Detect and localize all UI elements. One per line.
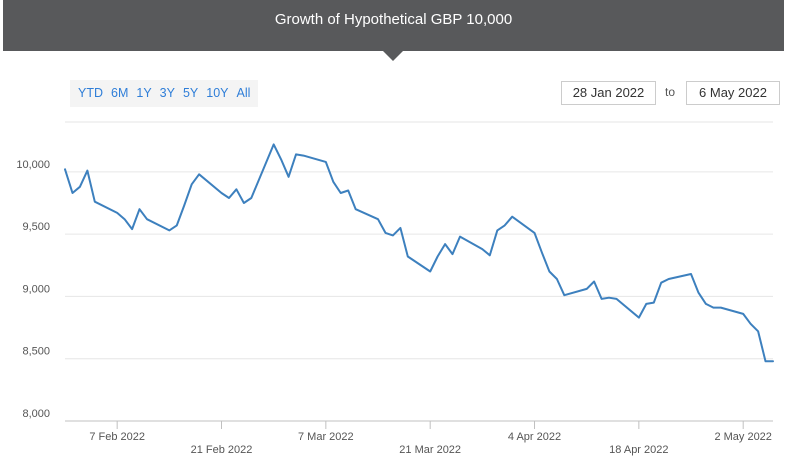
range-button-10y[interactable]: 10Y (206, 86, 229, 100)
y-tick-label: 8,000 (22, 408, 50, 420)
x-tick-label: 2 May 2022 (714, 431, 771, 443)
header-pointer-arrow (383, 51, 403, 61)
series-group (64, 143, 774, 363)
y-tick-label: 9,000 (22, 283, 50, 295)
grid-lines (65, 121, 773, 422)
x-tick-label: 18 Apr 2022 (609, 444, 668, 456)
chart-header: Growth of Hypothetical GBP 10,000 (3, 0, 784, 51)
range-selector: YTD 6M 1Y 3Y 5Y 10Y All (70, 80, 259, 107)
range-button-5y[interactable]: 5Y (182, 86, 199, 100)
x-axis: 7 Feb 2022 21 Feb 2022 7 Mar 2022 21 Mar 20… (89, 421, 772, 456)
range-button-all[interactable]: All (236, 86, 251, 100)
range-button-6m[interactable]: 6M (111, 86, 129, 100)
x-tick-label: 21 Feb 2022 (191, 444, 253, 456)
y-tick-label: 10,000 (16, 159, 50, 171)
x-tick-label: 21 Mar 2022 (399, 444, 461, 456)
to-label: to (665, 85, 676, 99)
series-line (64, 143, 774, 363)
chart-title: Growth of Hypothetical GBP 10,000 (274, 11, 513, 28)
x-tick-label: 4 Apr 2022 (508, 431, 561, 443)
from-date-input[interactable]: 28 Jan 2022 (561, 81, 656, 105)
range-button-1y[interactable]: 1Y (136, 86, 152, 100)
range-button-ytd[interactable]: YTD (78, 86, 103, 100)
y-axis: 8,000 8,500 9,000 9,500 10,000 (16, 159, 50, 420)
y-tick-label: 9,500 (22, 221, 50, 233)
to-date-input[interactable]: 6 May 2022 (686, 81, 780, 105)
range-button-3y[interactable]: 3Y (159, 86, 175, 100)
x-tick-label: 7 Mar 2022 (298, 431, 354, 443)
y-tick-label: 8,500 (22, 346, 50, 358)
x-tick-label: 7 Feb 2022 (89, 431, 145, 443)
